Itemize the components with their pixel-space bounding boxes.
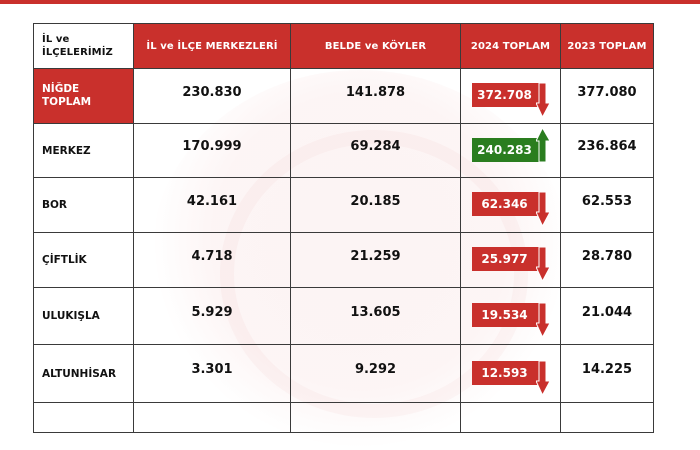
village-population: 20.185 [290, 177, 461, 233]
total-2023-cell: 236.864 [560, 123, 654, 178]
total-2023-value: 28.780 [581, 248, 633, 264]
center-population: 5.929 [133, 287, 291, 345]
center-population: 230.830 [133, 68, 291, 124]
center-population [133, 402, 291, 433]
village-population: 9.292 [290, 344, 461, 403]
total-2023-cell: 21.044 [560, 287, 654, 345]
district-row: ALTUNHİSAR 3.301 9.292 12.593 14.225 [33, 344, 654, 403]
arrow-down-icon [535, 360, 550, 395]
arrow-down-icon [535, 192, 550, 226]
district-name: NİĞDE TOPLAM [33, 68, 134, 124]
total-2024-value: 25.977 [471, 247, 546, 271]
district-row: ÇİFTLİK 4.718 21.259 25.977 28.780 [33, 232, 654, 288]
trend-badge: 372.708 [471, 83, 550, 117]
top-accent-bar [0, 0, 700, 4]
center-population: 170.999 [133, 123, 291, 178]
total-row: NİĞDE TOPLAM 230.830 141.878 372.708 377.080 [33, 68, 654, 124]
district-name-line: ALTUNHİSAR [42, 367, 117, 380]
village-value: 13.605 [350, 304, 401, 320]
trend-badge: 19.534 [471, 303, 550, 337]
center-value: 42.161 [186, 193, 238, 209]
total-2024-cell [460, 402, 561, 433]
village-value: 9.292 [354, 362, 397, 377]
total-2024-value: 12.593 [471, 360, 546, 385]
center-value: 3.301 [191, 362, 233, 377]
arrow-down-icon [535, 247, 550, 281]
header-total-2024: 2024 TOPLAM [460, 23, 561, 69]
total-2023-value: 236.864 [577, 139, 637, 154]
center-population: 3.301 [133, 344, 291, 403]
village-value: 21.259 [350, 248, 401, 264]
total-2023-cell: 62.553 [560, 177, 654, 233]
district-name-line: NİĞDE [42, 83, 80, 95]
arrow-up-icon [535, 127, 550, 162]
district-name-line: ULUKIŞLA [42, 310, 100, 322]
district-name: BOR [33, 177, 134, 233]
village-value: 141.878 [345, 84, 406, 100]
district-name-line: TOPLAM [42, 96, 92, 108]
header-villages: BELDE ve KÖYLER [290, 23, 461, 69]
total-2024-value: 62.346 [471, 192, 546, 216]
district-name: ALTUNHİSAR [33, 344, 134, 403]
arrow-down-icon [535, 303, 550, 337]
village-value: 69.284 [350, 139, 401, 154]
total-2023-cell: 377.080 [560, 68, 654, 124]
total-2024-cell: 19.534 [460, 287, 561, 345]
header-districts: İL ve İLÇELERİMİZ [33, 23, 134, 69]
total-2024-cell: 62.346 [460, 177, 561, 233]
village-population: 69.284 [290, 123, 461, 178]
center-population: 42.161 [133, 177, 291, 233]
total-2024-cell: 372.708 [460, 68, 561, 124]
center-value: 4.718 [191, 248, 233, 264]
district-row: MERKEZ 170.999 69.284 240.283 236.864 [33, 123, 654, 178]
district-name-line: MERKEZ [42, 144, 91, 157]
total-2023-value: 377.080 [577, 84, 637, 100]
district-row: ULUKIŞLA 5.929 13.605 19.534 21.044 [33, 287, 654, 345]
center-value: 230.830 [182, 84, 242, 100]
total-2024-cell: 12.593 [460, 344, 561, 403]
total-2023-cell [560, 402, 654, 433]
district-row [33, 402, 654, 433]
header-centers: İL ve İLÇE MERKEZLERİ [133, 23, 291, 69]
header-line: İL ve [42, 34, 70, 45]
header-row: İL ve İLÇELERİMİZ İL ve İLÇE MERKEZLERİ … [33, 23, 654, 69]
district-name [33, 402, 134, 433]
trend-badge: 12.593 [471, 360, 550, 395]
total-2024-cell: 25.977 [460, 232, 561, 288]
village-population: 141.878 [290, 68, 461, 124]
population-table: İL ve İLÇELERİMİZ İL ve İLÇE MERKEZLERİ … [33, 23, 654, 433]
total-2023-value: 62.553 [581, 193, 633, 209]
header-line: İLÇELERİMİZ [42, 47, 113, 58]
total-2024-cell: 240.283 [460, 123, 561, 178]
total-2023-cell: 28.780 [560, 232, 654, 288]
district-name: ÇİFTLİK [33, 232, 134, 288]
total-2024-value: 372.708 [471, 83, 546, 107]
center-population: 4.718 [133, 232, 291, 288]
total-2024-value: 240.283 [471, 137, 546, 162]
total-2023-value: 21.044 [581, 304, 633, 320]
center-value: 5.929 [191, 304, 233, 320]
district-name-line: BOR [42, 199, 68, 211]
district-row: BOR 42.161 20.185 62.346 62.553 [33, 177, 654, 233]
village-population: 21.259 [290, 232, 461, 288]
village-value: 20.185 [350, 193, 401, 209]
village-population [290, 402, 461, 433]
header-total-2023: 2023 TOPLAM [560, 23, 654, 69]
total-2024-value: 19.534 [471, 303, 546, 327]
district-name: MERKEZ [33, 123, 134, 178]
total-2023-value: 14.225 [581, 362, 633, 377]
village-population: 13.605 [290, 287, 461, 345]
trend-badge: 62.346 [471, 192, 550, 226]
district-name-line: ÇİFTLİK [42, 254, 87, 266]
trend-badge: 25.977 [471, 247, 550, 281]
district-name: ULUKIŞLA [33, 287, 134, 345]
total-2023-cell: 14.225 [560, 344, 654, 403]
arrow-down-icon [535, 83, 550, 117]
center-value: 170.999 [182, 139, 242, 154]
trend-badge: 240.283 [471, 127, 550, 164]
